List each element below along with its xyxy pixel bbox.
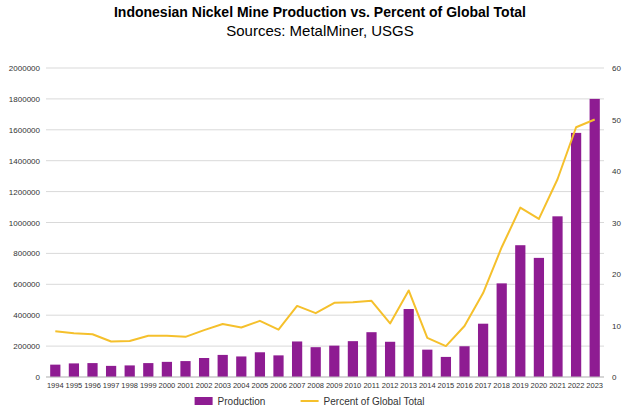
bar xyxy=(143,363,153,377)
x-tick-label: 2006 xyxy=(270,381,287,390)
bar xyxy=(497,283,507,377)
y2-tick-label: 10 xyxy=(612,322,621,331)
x-tick-label: 2009 xyxy=(326,381,343,390)
bar xyxy=(534,258,544,377)
bar xyxy=(273,355,283,377)
bar xyxy=(236,356,246,377)
x-tick-label: 1999 xyxy=(140,381,157,390)
legend-label: Production xyxy=(218,396,266,407)
y-tick-label: 200000 xyxy=(13,342,40,351)
line xyxy=(55,120,594,347)
x-tick-label: 2019 xyxy=(512,381,529,390)
y2-tick-label: 50 xyxy=(612,116,621,125)
grid-line xyxy=(46,222,604,223)
y2-tick-label: 60 xyxy=(612,64,621,73)
x-tick-label: 1996 xyxy=(84,381,101,390)
x-axis xyxy=(46,377,604,378)
bar xyxy=(478,324,488,377)
x-tick-label: 2007 xyxy=(289,381,306,390)
grid-line xyxy=(46,160,604,161)
y-tick-label: 2000000 xyxy=(9,64,41,73)
legend-swatch xyxy=(301,400,319,402)
chart: Indonesian Nickel Mine Production vs. Pe… xyxy=(0,0,640,412)
plot-area xyxy=(50,99,600,377)
bar xyxy=(385,342,395,377)
bar xyxy=(255,352,265,377)
bar xyxy=(515,245,525,377)
x-tick-label: 2005 xyxy=(252,381,269,390)
x-tick-label: 1995 xyxy=(66,381,83,390)
grid-line xyxy=(46,191,604,192)
y-tick-label: 1000000 xyxy=(9,219,41,228)
subtitle: Sources: MetalMiner, USGS xyxy=(226,22,414,39)
x-tick-label: 2000 xyxy=(159,381,176,390)
y2-tick-label: 0 xyxy=(612,373,617,382)
x-tick-label: 1998 xyxy=(121,381,138,390)
y2-tick-label: 20 xyxy=(612,270,621,279)
bar xyxy=(459,346,469,377)
bar xyxy=(87,363,97,377)
y-tick-label: 600000 xyxy=(13,280,40,289)
bar xyxy=(329,346,339,377)
legend-label: Percent of Global Total xyxy=(324,396,425,407)
x-tick-label: 2018 xyxy=(493,381,510,390)
y2-tick-label: 30 xyxy=(612,219,621,228)
x-tick-label: 2002 xyxy=(196,381,213,390)
legend-swatch xyxy=(195,397,213,405)
x-tick-label: 2014 xyxy=(419,381,436,390)
x-tick-label: 2020 xyxy=(531,381,548,390)
x-tick-label: 2022 xyxy=(568,381,585,390)
bar xyxy=(441,357,451,377)
grid-line xyxy=(46,98,604,99)
x-tick-label: 2010 xyxy=(345,381,362,390)
y-tick-label: 1200000 xyxy=(9,188,41,197)
grid-line xyxy=(46,377,604,378)
y-tick-label: 1800000 xyxy=(9,95,41,104)
bar xyxy=(404,309,414,377)
x-tick-label: 2011 xyxy=(363,381,379,390)
x-tick-label: 2001 xyxy=(177,381,194,390)
bar xyxy=(125,365,135,377)
x-tick-label: 2023 xyxy=(586,381,603,390)
bar xyxy=(162,362,172,377)
bar xyxy=(292,341,302,377)
y-tick-label: 800000 xyxy=(13,249,40,258)
x-tick-label: 2003 xyxy=(214,381,231,390)
x-tick-label: 2013 xyxy=(400,381,417,390)
bar xyxy=(348,341,358,377)
x-tick-label: 1994 xyxy=(47,381,64,390)
bar xyxy=(366,332,376,377)
y-tick-label: 1600000 xyxy=(9,126,41,135)
y-tick-label: 400000 xyxy=(13,311,40,320)
x-tick-label: 2012 xyxy=(382,381,399,390)
bar xyxy=(590,99,600,377)
x-tick-label: 2016 xyxy=(456,381,473,390)
bar xyxy=(50,365,60,377)
bar xyxy=(422,350,432,377)
bar xyxy=(199,358,209,377)
x-tick-label: 1997 xyxy=(103,381,120,390)
title: Indonesian Nickel Mine Production vs. Pe… xyxy=(114,4,526,20)
legend: Production Percent of Global Total xyxy=(195,396,425,407)
grid-line xyxy=(46,129,604,130)
bar xyxy=(180,361,190,377)
bar xyxy=(106,366,116,377)
bar xyxy=(311,347,321,377)
grid-line xyxy=(46,68,604,69)
x-tick-label: 2008 xyxy=(307,381,324,390)
x-tick-label: 2021 xyxy=(549,381,566,390)
bar xyxy=(552,216,562,377)
x-tick-label: 2017 xyxy=(475,381,492,390)
x-tick-label: 2015 xyxy=(438,381,455,390)
x-tick-label: 2004 xyxy=(233,381,250,390)
y2-tick-label: 40 xyxy=(612,167,621,176)
bar xyxy=(571,133,581,377)
bar xyxy=(218,355,228,377)
y-tick-label: 0 xyxy=(36,373,41,382)
y-tick-label: 1400000 xyxy=(9,157,41,166)
bar xyxy=(69,363,79,377)
